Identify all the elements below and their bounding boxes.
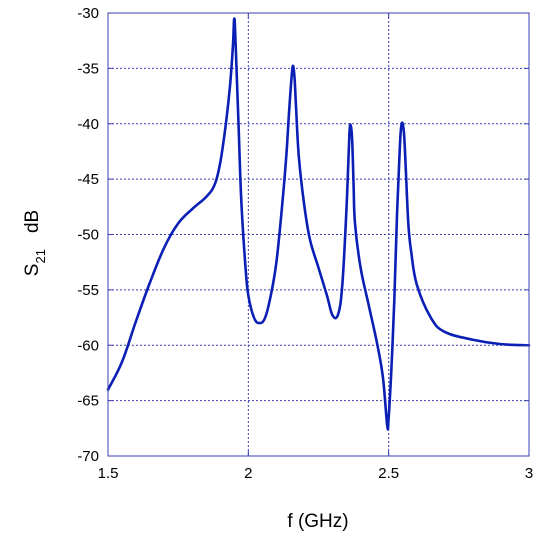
y-tick-label: -65 xyxy=(77,393,99,410)
x-tick-label: 1.5 xyxy=(98,465,119,482)
s21-series-line xyxy=(106,17,531,431)
y-tick-label: -70 xyxy=(77,448,99,465)
y-tick-label: -35 xyxy=(77,60,99,77)
tick-marks xyxy=(107,12,530,457)
plot-area xyxy=(106,12,531,457)
y-axis-title-subscript: 21 xyxy=(33,249,48,263)
y-tick-label: -45 xyxy=(77,171,99,188)
y-axis-title: S21 dB xyxy=(22,210,48,276)
y-tick-label: -40 xyxy=(77,116,99,133)
y-axis-title-main: S xyxy=(22,264,43,277)
x-tick-labels: 1.5 2 2.5 3 xyxy=(98,465,534,482)
y-tick-label: -50 xyxy=(77,227,99,244)
y-axis-title-unit: dB xyxy=(22,210,43,233)
y-tick-label: -30 xyxy=(77,5,99,22)
x-tick-label: 2 xyxy=(244,465,252,482)
y-tick-label: -60 xyxy=(77,337,99,354)
y-tick-label: -55 xyxy=(77,282,99,299)
x-axis-title: f (GHz) xyxy=(287,511,348,532)
grid-lines xyxy=(108,13,529,456)
x-tick-label: 2.5 xyxy=(378,465,399,482)
y-axis-title-text: S21 dB xyxy=(22,210,48,276)
x-tick-label: 3 xyxy=(525,465,533,482)
y-tick-labels: -70 -65 -60 -55 -50 -45 -40 -35 -30 xyxy=(77,5,99,465)
plot-background xyxy=(108,13,529,456)
